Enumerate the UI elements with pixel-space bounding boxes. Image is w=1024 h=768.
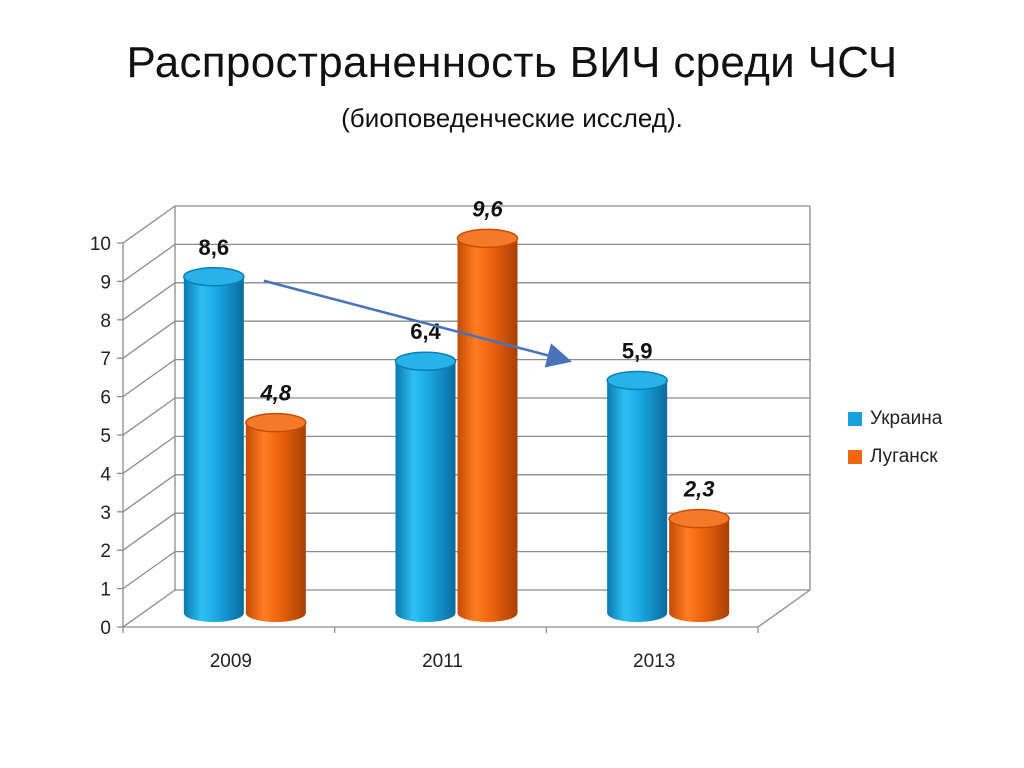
bar-top xyxy=(183,267,245,287)
trend-arrow xyxy=(263,279,573,368)
gridline-side xyxy=(122,435,176,474)
bar-ukraine-2011 xyxy=(394,351,457,622)
page-subtitle: (биоповеденческие исслед). xyxy=(341,103,683,133)
bar-ukraine-2009 xyxy=(183,267,245,622)
x-tick-label: 2009 xyxy=(210,651,252,672)
data-label-ukraine-2013: 5,9 xyxy=(622,338,653,363)
bar-ukraine-2013 xyxy=(606,370,668,622)
y-tick-label: 6 xyxy=(100,388,111,409)
data-label-ukraine-2009: 8,6 xyxy=(199,235,230,260)
bar-lugansk-2011 xyxy=(456,228,519,622)
y-tick-label: 10 xyxy=(90,234,111,255)
bar-body xyxy=(457,238,518,622)
bar-top xyxy=(245,412,307,433)
gridline-side xyxy=(122,359,176,398)
bar-lugansk-2009 xyxy=(245,412,307,622)
y-tick-label: 7 xyxy=(100,349,111,370)
legend-swatch-ukraine xyxy=(848,412,862,426)
y-tick-label: 3 xyxy=(100,503,111,524)
y-tick-label: 1 xyxy=(100,580,111,601)
bar-body xyxy=(669,518,730,622)
chart-legend: Украина Луганск xyxy=(848,400,942,476)
bar-top xyxy=(668,508,730,529)
gridline-side xyxy=(122,205,176,244)
bar-top xyxy=(394,351,457,371)
y-tick-label: 5 xyxy=(100,426,111,447)
chart-bars xyxy=(183,228,730,622)
x-tick-label: 2011 xyxy=(422,651,463,672)
y-tick-label: 9 xyxy=(100,272,111,293)
y-tick-label: 2 xyxy=(100,541,111,562)
floor-right-edge xyxy=(757,589,811,628)
bar-top xyxy=(606,370,668,391)
chart-labels: 8,66,45,94,89,62,3 xyxy=(199,196,715,501)
legend-label-ukraine: Украина xyxy=(870,408,943,429)
legend-swatch-lugansk xyxy=(848,450,862,464)
data-label-lugansk-2013: 2,3 xyxy=(683,477,715,502)
bar-body xyxy=(607,380,668,622)
gridline-side xyxy=(122,512,176,551)
bar-body xyxy=(183,276,244,622)
bar-top xyxy=(456,228,519,249)
data-label-lugansk-2009: 4,8 xyxy=(260,381,292,406)
gridline-side xyxy=(122,243,176,282)
legend-item-ukraine: Украина xyxy=(848,400,942,438)
bar-body xyxy=(395,361,456,622)
legend-label-lugansk: Луганск xyxy=(870,446,938,467)
y-tick-label: 0 xyxy=(100,618,111,639)
data-label-lugansk-2011: 9,6 xyxy=(472,196,503,221)
gridline-side xyxy=(122,589,176,628)
y-tick-label: 8 xyxy=(100,311,111,332)
gridline-side xyxy=(122,282,176,321)
legend-item-lugansk: Луганск xyxy=(848,438,942,476)
gridline-side xyxy=(122,320,176,359)
bar-body xyxy=(245,422,306,622)
gridline-side xyxy=(122,474,176,513)
x-tick-label: 2013 xyxy=(633,651,675,672)
page-title: Распространенность ВИЧ среди ЧСЧ xyxy=(126,38,898,87)
y-tick-label: 4 xyxy=(100,464,111,485)
bar-lugansk-2013 xyxy=(668,508,730,622)
gridline-side xyxy=(122,551,176,590)
gridline-side xyxy=(122,397,176,436)
